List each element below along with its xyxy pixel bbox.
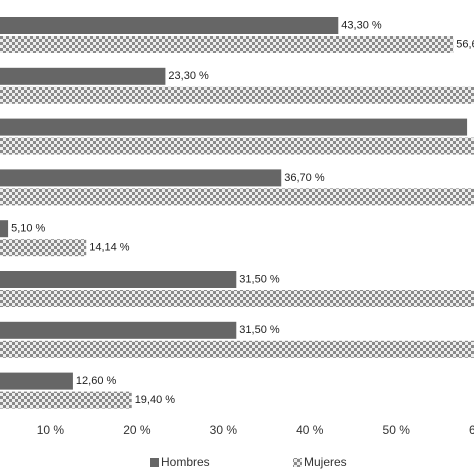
value-label: 36,70 % bbox=[284, 172, 325, 184]
x-tick-label: 20 % bbox=[123, 423, 151, 437]
value-label: 19,40 % bbox=[135, 394, 176, 406]
bar bbox=[0, 340, 474, 358]
x-tick-label: 40 % bbox=[296, 423, 324, 437]
value-label: 43,30 % bbox=[341, 19, 382, 31]
legend-swatch bbox=[150, 458, 159, 467]
value-label: 23,30 % bbox=[168, 70, 209, 82]
bar bbox=[0, 321, 237, 339]
bar bbox=[0, 67, 166, 85]
bar bbox=[0, 17, 339, 34]
bar bbox=[0, 220, 9, 238]
bar bbox=[0, 36, 454, 53]
value-label: 31,50 % bbox=[239, 324, 280, 336]
bar bbox=[0, 86, 474, 104]
legend-label: Mujeres bbox=[304, 455, 347, 469]
x-tick-label: 60 % bbox=[469, 423, 474, 437]
bar bbox=[0, 372, 73, 390]
legend-swatch bbox=[293, 458, 302, 467]
bar bbox=[0, 118, 468, 136]
bar bbox=[0, 239, 87, 257]
value-label: 31,50 % bbox=[239, 273, 280, 285]
bar bbox=[0, 271, 237, 288]
x-tick-label: 50 % bbox=[383, 423, 411, 437]
value-label: 5,10 % bbox=[11, 223, 45, 235]
bar bbox=[0, 290, 474, 307]
bar bbox=[0, 391, 132, 409]
x-tick-label: 30 % bbox=[210, 423, 238, 437]
bar bbox=[0, 169, 282, 187]
bar bbox=[0, 137, 474, 155]
value-label: 56,60 % bbox=[456, 38, 474, 50]
x-tick-label: 10 % bbox=[37, 423, 65, 437]
legend-label: Hombres bbox=[161, 455, 210, 469]
bar bbox=[0, 188, 474, 206]
value-label: 14,14 % bbox=[89, 242, 130, 254]
value-label: 12,60 % bbox=[76, 375, 117, 387]
